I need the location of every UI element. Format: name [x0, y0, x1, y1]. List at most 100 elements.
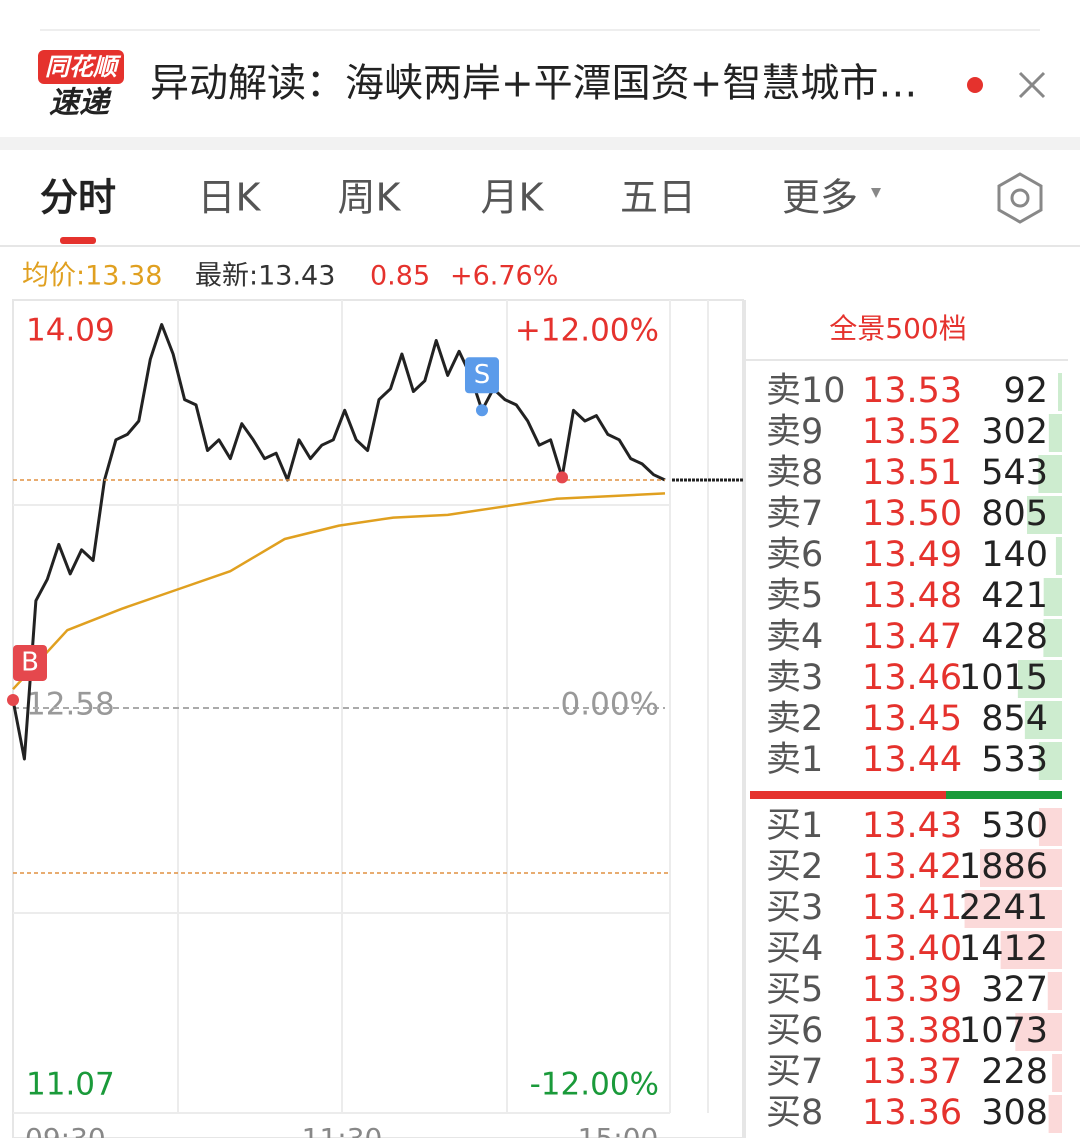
level-price: 13.53: [862, 371, 962, 411]
level-volume: 1886: [959, 847, 1048, 887]
level-label: 买2: [766, 847, 823, 887]
level-label: 卖3: [766, 658, 823, 698]
y-tick-label: 14.09: [26, 313, 115, 349]
latest-price: 最新:13.43: [195, 261, 335, 292]
level-volume: 428: [981, 617, 1048, 657]
level-label: 卖7: [766, 494, 823, 534]
book-title[interactable]: 全景500档: [829, 312, 966, 345]
separator: [0, 137, 1080, 150]
volume-bar: [1000, 931, 1062, 969]
level-label: 卖9: [766, 412, 823, 452]
level-price: 13.48: [862, 576, 962, 616]
close-stroke: [1018, 71, 1046, 99]
level-volume: 1073: [959, 1011, 1048, 1051]
x-tick-label: 09:30: [25, 1122, 106, 1138]
level-label: 卖6: [766, 535, 823, 575]
trade-dot: [475, 404, 488, 417]
divider-green: [946, 791, 1062, 799]
level-volume: 854: [981, 699, 1048, 739]
level-volume: 308: [981, 1093, 1048, 1133]
volume-bar: [1048, 1095, 1062, 1133]
unread-dot: [967, 77, 983, 93]
trade-badge: [13, 644, 47, 681]
volume-bar: [1027, 496, 1062, 534]
volume-bar: [1024, 701, 1062, 739]
level-price: 13.39: [862, 970, 962, 1010]
level-volume: 2241: [959, 888, 1048, 928]
volume-bar: [1043, 619, 1062, 657]
level-volume: 302: [981, 412, 1048, 452]
price-line: [11, 323, 666, 761]
level-price: 13.38: [862, 1011, 962, 1051]
logo-bottom: 速递: [49, 86, 112, 121]
y2-tick-label: -12.00%: [530, 1067, 659, 1103]
change-pct: +6.76%: [450, 261, 558, 292]
x-tick-label: 15:00: [578, 1122, 659, 1138]
y-tick-label: 12.58: [26, 687, 115, 723]
level-label: 卖4: [766, 617, 823, 657]
level-label: 买5: [766, 970, 823, 1010]
level-volume: 805: [981, 494, 1048, 534]
volume-bar: [1058, 373, 1062, 411]
header-bg: [0, 0, 1080, 137]
volume-bar: [1017, 660, 1062, 698]
tab[interactable]: 五日: [620, 176, 696, 220]
level-label: 买8: [766, 1093, 823, 1133]
volume-bar: [1015, 1013, 1062, 1051]
tab-bar: 分时 日K 周K 月K 五日 更多: [40, 176, 858, 220]
level-price: 13.43: [862, 806, 962, 846]
volume-bar: [1038, 742, 1062, 780]
level-volume: 530: [981, 806, 1048, 846]
level-label: 卖1: [766, 740, 823, 780]
trade-badge-label: B: [21, 647, 39, 677]
level-volume: 327: [981, 970, 1048, 1010]
low-dot: [556, 471, 569, 484]
book-bg: [746, 300, 1068, 1138]
y-tick-label: 11.07: [26, 1067, 115, 1103]
level-label: 买4: [766, 929, 823, 969]
level-price: 13.52: [862, 412, 962, 452]
close-button[interactable]: [1018, 71, 1046, 99]
gear-center: [1010, 188, 1030, 208]
level-volume: 1015: [959, 658, 1048, 698]
level-volume: 543: [981, 453, 1048, 493]
divider-red: [750, 791, 946, 799]
level-price: 13.49: [862, 535, 962, 575]
level-volume: 92: [1003, 371, 1048, 411]
volume-bar: [1052, 1054, 1062, 1092]
gear-hexagon: [997, 172, 1043, 224]
level-label: 买3: [766, 888, 823, 928]
level-label: 卖8: [766, 453, 823, 493]
tab[interactable]: 分时: [40, 176, 116, 220]
tab[interactable]: 周K: [338, 176, 402, 220]
avg-price: 均价:13.38: [22, 261, 162, 292]
level-price: 13.42: [862, 847, 962, 887]
tab[interactable]: 月K: [481, 176, 545, 220]
level-volume: 140: [981, 535, 1048, 575]
news-title[interactable]: 异动解读：海峡两岸+平潭国资+智慧城市…: [150, 62, 917, 107]
volume-bar: [1055, 537, 1062, 575]
level-price: 13.37: [862, 1052, 962, 1092]
y2-tick-label: +12.00%: [515, 313, 659, 349]
volume-bar: [1038, 455, 1062, 493]
trade-badge-label: S: [474, 360, 491, 390]
level-label: 卖5: [766, 576, 823, 616]
level-label: 买7: [766, 1052, 823, 1092]
level-volume: 421: [981, 576, 1048, 616]
level-label: 卖10: [766, 371, 846, 411]
level-price: 13.41: [862, 888, 962, 928]
volume-bar: [1047, 972, 1062, 1010]
level-price: 13.50: [862, 494, 962, 534]
settings-button[interactable]: [997, 172, 1043, 224]
level-label: 卖2: [766, 699, 823, 739]
level-volume: 228: [981, 1052, 1048, 1092]
tab[interactable]: 更多: [782, 176, 858, 220]
level-price: 13.47: [862, 617, 962, 657]
level-price: 13.44: [862, 740, 962, 780]
chart-frame: [12, 299, 744, 1138]
tab[interactable]: 日K: [198, 176, 262, 220]
tab-indicator: [60, 237, 96, 244]
level-label: 买1: [766, 806, 823, 846]
